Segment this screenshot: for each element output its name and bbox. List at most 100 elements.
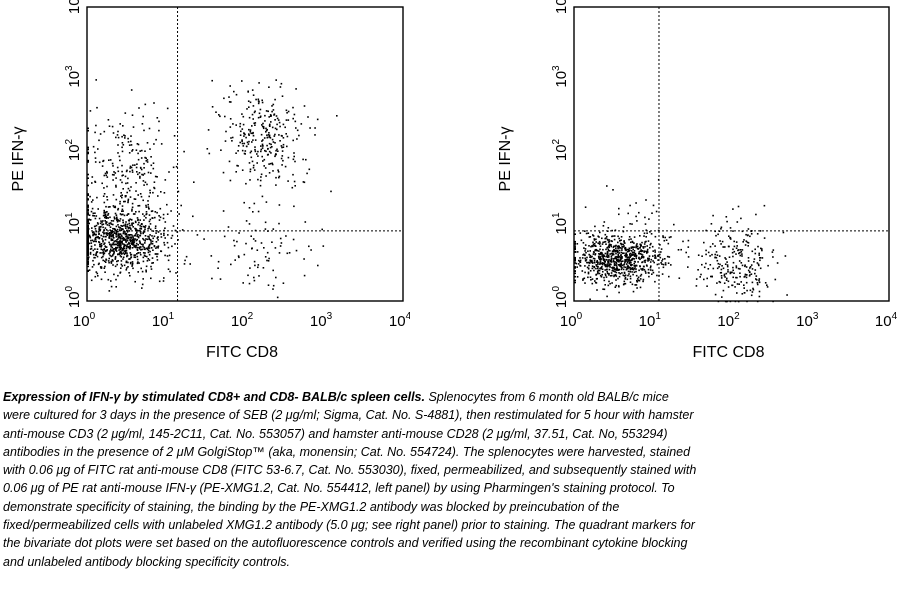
data-point	[285, 133, 287, 135]
data-point	[124, 225, 127, 228]
data-point	[634, 261, 636, 263]
data-point	[96, 106, 98, 109]
data-point	[280, 157, 283, 160]
data-point	[113, 250, 115, 253]
data-point	[91, 231, 94, 234]
data-point	[210, 255, 213, 257]
data-point	[605, 248, 607, 251]
data-point	[163, 277, 165, 279]
x-tick-label: 104	[875, 311, 897, 330]
data-point	[88, 222, 90, 225]
data-point	[591, 282, 594, 285]
data-point	[260, 150, 262, 153]
data-point	[144, 235, 147, 237]
data-point	[145, 265, 148, 268]
data-point	[87, 193, 89, 195]
x-axis-label: FITC CD8	[206, 344, 278, 361]
data-point	[610, 272, 613, 274]
data-point	[257, 155, 259, 157]
data-point	[264, 120, 266, 122]
data-point	[732, 230, 734, 232]
data-point	[733, 272, 735, 274]
data-point	[302, 181, 305, 183]
data-point	[744, 264, 746, 266]
data-point	[117, 144, 119, 146]
data-point	[607, 249, 610, 252]
data-point	[117, 260, 119, 262]
data-point	[87, 235, 89, 238]
data-point	[119, 271, 122, 274]
data-point	[116, 166, 119, 169]
data-point	[109, 222, 112, 224]
data-point	[153, 186, 155, 189]
data-point	[756, 283, 759, 286]
data-point	[281, 155, 284, 157]
data-point	[754, 272, 756, 275]
data-point	[629, 281, 632, 283]
data-point	[129, 239, 131, 242]
data-point	[107, 212, 110, 215]
data-point	[726, 277, 728, 280]
data-point	[140, 243, 143, 246]
data-point	[598, 240, 601, 243]
data-point	[107, 217, 109, 219]
data-point	[115, 217, 118, 220]
data-point	[275, 79, 277, 81]
data-point	[160, 250, 162, 252]
data-point	[126, 223, 129, 226]
data-point	[107, 119, 110, 121]
data-point	[132, 267, 134, 270]
data-point	[134, 164, 136, 166]
data-point	[580, 239, 583, 242]
data-point	[105, 217, 108, 219]
data-point	[751, 268, 754, 270]
data-point	[230, 101, 232, 103]
data-point	[639, 246, 641, 249]
data-point	[112, 260, 114, 262]
data-point	[732, 208, 734, 210]
data-point	[104, 238, 107, 241]
data-point	[748, 271, 751, 273]
data-point	[642, 256, 645, 259]
data-point	[303, 258, 305, 260]
data-point	[731, 271, 733, 274]
data-point	[124, 224, 127, 226]
data-point	[593, 251, 595, 254]
data-point	[142, 252, 145, 254]
data-point	[624, 274, 627, 276]
data-point	[124, 137, 126, 139]
data-point	[717, 233, 719, 236]
data-point	[235, 171, 237, 173]
data-point	[110, 244, 112, 247]
data-point	[245, 145, 248, 148]
data-point	[126, 252, 128, 254]
data-point	[652, 250, 654, 252]
data-point	[614, 274, 616, 277]
data-point	[740, 251, 743, 253]
data-point	[93, 256, 95, 259]
data-point	[254, 264, 256, 267]
data-point	[150, 172, 152, 174]
x-axis-label: FITC CD8	[693, 344, 765, 361]
data-point	[156, 246, 158, 248]
data-point	[110, 255, 113, 258]
data-point	[120, 267, 122, 269]
data-point	[163, 244, 166, 246]
data-point	[606, 238, 609, 241]
data-point	[145, 206, 148, 208]
caption-line: Splenocytes from 6 month old BALB/c mice	[424, 390, 669, 404]
data-point	[261, 101, 264, 104]
data-point	[90, 210, 93, 213]
data-point	[115, 177, 117, 179]
data-point	[129, 262, 132, 265]
data-point	[747, 260, 750, 262]
data-point	[130, 135, 132, 137]
data-point	[155, 241, 158, 243]
data-point	[128, 189, 131, 192]
data-point	[630, 250, 633, 252]
data-point	[106, 221, 108, 224]
data-point	[626, 278, 629, 281]
data-point	[254, 150, 257, 153]
data-point	[87, 242, 89, 245]
data-point	[123, 264, 126, 267]
